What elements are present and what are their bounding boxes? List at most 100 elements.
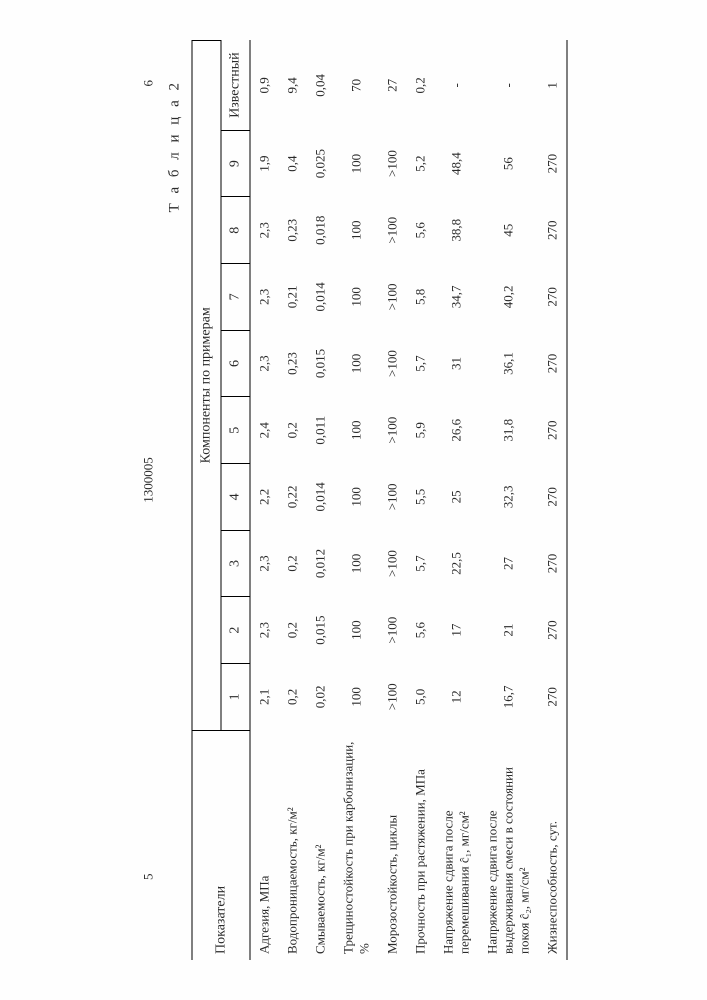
row-label: Напряжение сдвига после выдерживания сме… [478, 730, 538, 960]
cell: >100 [378, 664, 406, 731]
cell: >100 [378, 197, 406, 264]
cell: 100 [334, 464, 378, 531]
cell: 40,2 [478, 264, 538, 331]
cell: - [434, 41, 478, 131]
cell: >100 [378, 397, 406, 464]
row-label: Водопроницаемость, кг/м² [278, 730, 306, 960]
cell: 12 [434, 664, 478, 731]
header-line: 5 1300005 6 [140, 40, 156, 960]
cell: 0,04 [306, 41, 334, 131]
col-9: 9 [221, 130, 250, 197]
sheet: 5 1300005 6 Т а б л и ц а 2 Показатели К… [140, 40, 567, 960]
cell: 38,8 [434, 197, 478, 264]
cell: - [478, 41, 538, 131]
cell: 5,0 [406, 664, 434, 731]
cell: 270 [538, 597, 567, 664]
cell: 2,3 [250, 264, 279, 331]
cell: 0,2 [278, 597, 306, 664]
cell: 48,4 [434, 130, 478, 197]
cell: 31,8 [478, 397, 538, 464]
cell: 100 [334, 264, 378, 331]
cell: 5,7 [406, 330, 434, 397]
cell: 2,3 [250, 530, 279, 597]
cell: 34,7 [434, 264, 478, 331]
cell: 27 [478, 530, 538, 597]
table-body: Адгезия, МПа 2,1 2,3 2,3 2,2 2,4 2,3 2,3… [250, 41, 567, 961]
cell: 0,23 [278, 330, 306, 397]
cell: 0,025 [306, 130, 334, 197]
table-row: Напряжение сдвига после выдерживания сме… [478, 41, 538, 961]
table-row: Трещиностойкость при карбонизации, % 100… [334, 41, 378, 961]
cell: 0,015 [306, 597, 334, 664]
table-row: Водопроницаемость, кг/м² 0,2 0,2 0,2 0,2… [278, 41, 306, 961]
col-group: Компоненты по примерам [192, 41, 221, 731]
cell: 0,014 [306, 264, 334, 331]
cell: 0,015 [306, 330, 334, 397]
patent-number: 1300005 [140, 457, 156, 503]
col-1: 1 [221, 664, 250, 731]
cell: 5,5 [406, 464, 434, 531]
cell: 100 [334, 664, 378, 731]
row-label: Морозостойкость, циклы [378, 730, 406, 960]
cell: 0,018 [306, 197, 334, 264]
col-7: 7 [221, 264, 250, 331]
col-3: 3 [221, 530, 250, 597]
row-label: Адгезия, МПа [250, 730, 279, 960]
cell: 270 [538, 664, 567, 731]
row-label: Жизнеспособность, сут. [538, 730, 567, 960]
cell: 0,011 [306, 397, 334, 464]
cell: 0,23 [278, 197, 306, 264]
cell: 270 [538, 130, 567, 197]
cell: 25 [434, 464, 478, 531]
cell: 0,2 [278, 530, 306, 597]
cell: 0,012 [306, 530, 334, 597]
cell: 56 [478, 130, 538, 197]
cell: 100 [334, 197, 378, 264]
cell: 100 [334, 330, 378, 397]
cell: 0,014 [306, 464, 334, 531]
table-caption: Т а б л и ц а 2 [166, 40, 183, 960]
cell: 270 [538, 530, 567, 597]
cell: 0,2 [406, 41, 434, 131]
page: 5 1300005 6 Т а б л и ц а 2 Показатели К… [0, 0, 707, 1000]
cell: 270 [538, 464, 567, 531]
cell: 1 [538, 41, 567, 131]
cell: 100 [334, 397, 378, 464]
cell: 27 [378, 41, 406, 131]
cell: 100 [334, 130, 378, 197]
cell: 32,3 [478, 464, 538, 531]
cell: 0,22 [278, 464, 306, 531]
cell: 2,3 [250, 597, 279, 664]
col-4: 4 [221, 464, 250, 531]
cell: 16,7 [478, 664, 538, 731]
cell: 5,6 [406, 597, 434, 664]
cell: 0,2 [278, 397, 306, 464]
cell: 0,21 [278, 264, 306, 331]
cell: 0,2 [278, 664, 306, 731]
cell: 5,9 [406, 397, 434, 464]
cell: 270 [538, 264, 567, 331]
cell: >100 [378, 464, 406, 531]
cell: 0,4 [278, 130, 306, 197]
col-5: 5 [221, 397, 250, 464]
cell: 2,1 [250, 664, 279, 731]
cell: >100 [378, 330, 406, 397]
cell: 270 [538, 397, 567, 464]
cell: 0,9 [250, 41, 279, 131]
col-6: 6 [221, 330, 250, 397]
page-left-number: 5 [140, 874, 156, 881]
table-row: Жизнеспособность, сут. 270 270 270 270 2… [538, 41, 567, 961]
col-8: 8 [221, 197, 250, 264]
row-label: Напряжение сдвига после перемешивания ĉ₁… [434, 730, 478, 960]
cell: 5,2 [406, 130, 434, 197]
table-row: Морозостойкость, циклы >100 >100 >100 >1… [378, 41, 406, 961]
table-row: Напряжение сдвига после перемешивания ĉ₁… [434, 41, 478, 961]
cell: 9,4 [278, 41, 306, 131]
cell: >100 [378, 130, 406, 197]
cell: 2,2 [250, 464, 279, 531]
table-row: Адгезия, МПа 2,1 2,3 2,3 2,2 2,4 2,3 2,3… [250, 41, 279, 961]
cell: >100 [378, 530, 406, 597]
table-row: Смываемость, кг/м² 0,02 0,015 0,012 0,01… [306, 41, 334, 961]
cell: 31 [434, 330, 478, 397]
cell: 45 [478, 197, 538, 264]
